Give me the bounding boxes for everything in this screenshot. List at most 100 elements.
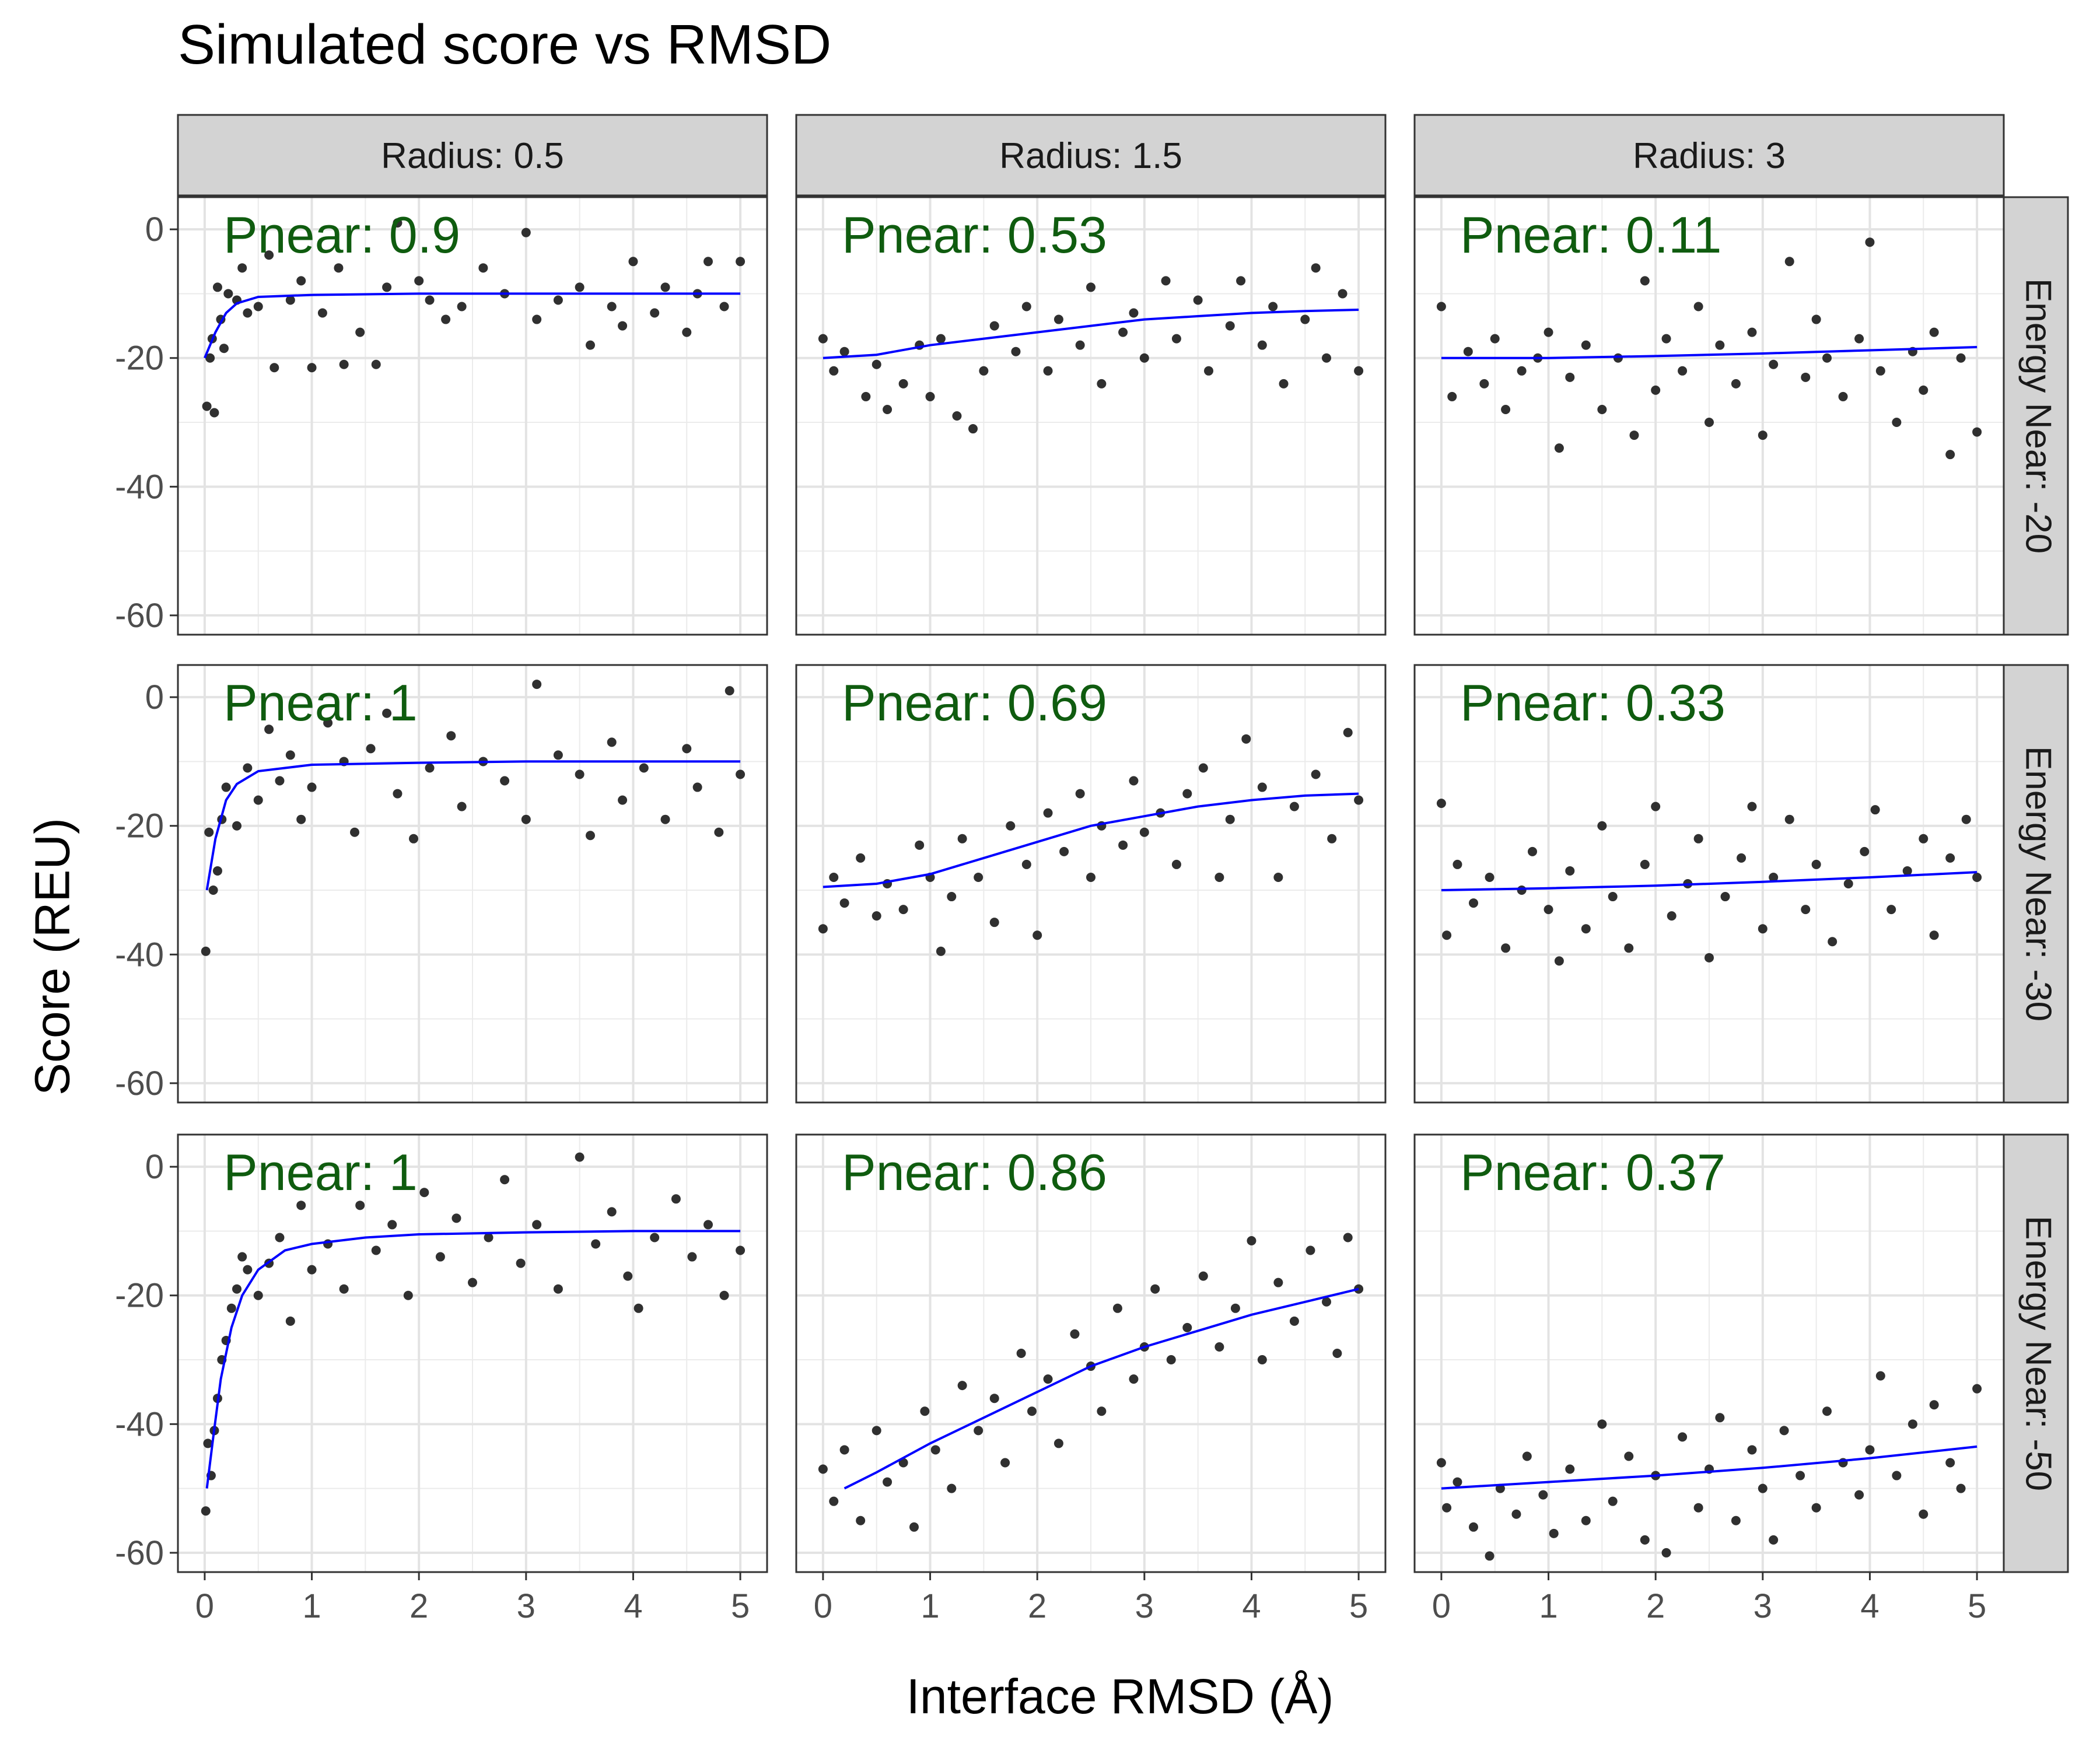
data-point	[307, 782, 317, 792]
data-point	[1006, 821, 1016, 831]
x-tick-label: 1	[1539, 1587, 1558, 1625]
data-point	[1043, 366, 1053, 376]
x-tick-label: 3	[1754, 1587, 1772, 1625]
data-point	[936, 946, 946, 956]
data-point	[1843, 879, 1853, 888]
data-point	[243, 1265, 253, 1275]
data-point	[957, 834, 967, 844]
data-point	[1214, 872, 1224, 882]
x-tick-label: 0	[814, 1587, 832, 1625]
data-point	[457, 802, 467, 811]
data-point	[1945, 853, 1955, 863]
data-point	[409, 834, 418, 844]
data-point	[1075, 340, 1085, 350]
data-point	[692, 782, 702, 792]
data-point	[1338, 289, 1348, 299]
data-point	[441, 314, 451, 324]
data-point	[296, 1200, 306, 1210]
data-point	[1452, 859, 1462, 869]
data-point	[355, 1200, 365, 1210]
chart-title: Simulated score vs RMSD	[178, 13, 832, 76]
data-point	[1300, 314, 1310, 324]
data-point	[1822, 1406, 1832, 1416]
data-point	[1597, 821, 1607, 831]
data-point	[1241, 734, 1251, 744]
data-point	[285, 750, 295, 760]
data-point	[264, 250, 274, 260]
fit-line	[204, 292, 741, 359]
data-point	[219, 344, 229, 354]
data-point	[553, 295, 563, 305]
data-point	[883, 1477, 892, 1487]
data-point	[586, 831, 595, 841]
data-point	[212, 282, 222, 292]
data-point	[736, 1245, 746, 1255]
data-point	[1289, 1316, 1299, 1326]
panel-border	[1413, 664, 2005, 1104]
data-point	[719, 302, 729, 312]
data-point	[1608, 892, 1618, 902]
data-point	[1447, 391, 1457, 401]
data-point	[1801, 905, 1811, 915]
data-point	[1193, 295, 1203, 305]
column-strip	[795, 114, 1387, 197]
data-point	[1565, 372, 1575, 382]
data-point	[724, 686, 734, 696]
data-point	[203, 1438, 213, 1448]
data-point	[387, 1220, 397, 1230]
data-point	[818, 924, 828, 934]
data-point	[1442, 930, 1452, 940]
data-point	[1247, 1236, 1256, 1245]
data-point	[1875, 1371, 1885, 1381]
data-point	[1311, 769, 1321, 779]
data-point	[660, 814, 670, 824]
x-tick-label: 5	[1968, 1587, 1986, 1625]
data-point	[1086, 872, 1096, 882]
data-point	[201, 1506, 211, 1516]
data-point	[253, 302, 263, 312]
data-point	[1150, 1284, 1160, 1294]
data-point	[1016, 1349, 1026, 1358]
data-point	[1747, 1445, 1757, 1455]
data-point	[1822, 353, 1832, 363]
data-point	[1860, 846, 1870, 856]
data-point	[856, 1516, 866, 1525]
data-point	[1693, 834, 1703, 844]
data-point	[1059, 846, 1069, 856]
y-tick-label: 0	[145, 211, 164, 249]
column-strip	[177, 114, 768, 197]
data-point	[1597, 404, 1607, 414]
data-point	[371, 359, 381, 369]
data-point	[1043, 1374, 1053, 1384]
data-point	[618, 795, 628, 805]
data-point	[989, 918, 999, 928]
data-point	[872, 911, 881, 921]
data-point	[856, 853, 866, 863]
data-point	[682, 744, 692, 754]
data-point	[957, 1381, 967, 1391]
y-tick-label: -40	[115, 936, 164, 974]
data-point	[1544, 327, 1553, 337]
fit-line	[1441, 346, 1978, 359]
data-point	[1715, 1413, 1725, 1423]
data-point	[1747, 327, 1757, 337]
data-point	[1758, 924, 1768, 934]
data-point	[1070, 1329, 1080, 1339]
data-point	[500, 776, 510, 786]
data-point	[1640, 859, 1650, 869]
data-point	[623, 1271, 633, 1281]
pnear-annotation: Pnear: 0.53	[842, 206, 1107, 264]
data-point	[639, 763, 649, 773]
pnear-annotation: Pnear: 0.11	[1460, 206, 1721, 264]
data-point	[1161, 276, 1171, 286]
data-point	[1354, 366, 1364, 376]
data-point	[1442, 1503, 1452, 1513]
data-point	[201, 946, 211, 956]
data-point	[484, 1233, 494, 1242]
data-point	[1597, 1419, 1607, 1429]
data-point	[1945, 1458, 1955, 1468]
data-point	[883, 404, 892, 414]
data-point	[575, 1152, 584, 1162]
data-point	[1214, 1342, 1224, 1352]
data-point	[839, 898, 849, 908]
